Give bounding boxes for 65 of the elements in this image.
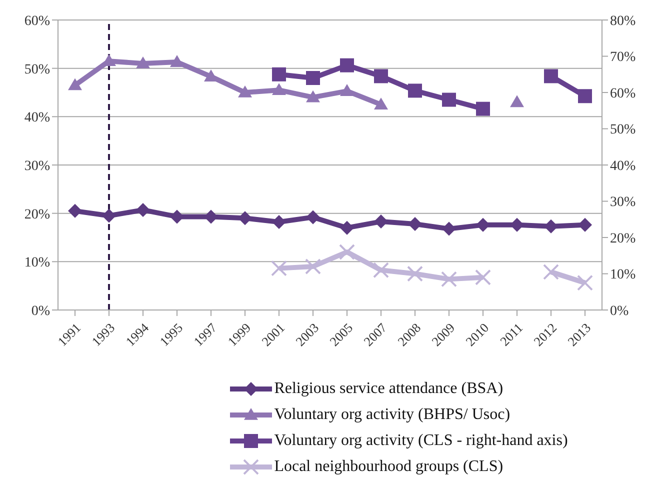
point [475, 269, 491, 286]
point [442, 92, 456, 107]
point [271, 260, 287, 276]
y2-tick-label: 0% [610, 304, 629, 319]
point [306, 210, 320, 224]
point [272, 67, 286, 82]
point [305, 258, 321, 274]
point [340, 84, 354, 96]
point [476, 218, 490, 232]
point [306, 90, 320, 102]
point [578, 218, 592, 232]
point [543, 264, 559, 280]
point [102, 208, 116, 223]
y2-tick-label: 10% [610, 268, 636, 283]
point [510, 218, 524, 232]
y-tick-label: 0% [31, 304, 50, 319]
point [407, 266, 423, 282]
y2-tick-label: 60% [610, 86, 636, 102]
point [68, 78, 82, 90]
point [238, 86, 252, 98]
legend-label: Local neighbourhood groups (CLS) [274, 458, 504, 476]
point [374, 69, 388, 84]
point [340, 58, 354, 72]
legend-label: Voluntary org activity (CLS - right-hand axis) [274, 432, 568, 450]
y-tick-label: 20% [24, 207, 50, 222]
y2-tick-label: 50% [610, 122, 636, 138]
y-tick-label: 10% [24, 256, 50, 271]
point [442, 222, 456, 236]
point [373, 262, 389, 278]
point [544, 219, 558, 234]
point [374, 214, 388, 229]
point [170, 210, 184, 224]
point [306, 71, 320, 85]
point [510, 95, 524, 108]
point [136, 56, 150, 68]
y2-tick-label: 40% [610, 158, 636, 174]
y2-tick-label: 30% [610, 195, 636, 210]
y2-tick-label: 70% [610, 50, 636, 66]
y-tick-label: 40% [24, 110, 50, 126]
point [408, 84, 422, 98]
point [68, 204, 82, 218]
x-tick-label: 1999 [224, 320, 254, 350]
point [170, 55, 184, 67]
point [272, 83, 286, 95]
y2-tick-label: 20% [610, 231, 636, 246]
y-tick-label: 30% [24, 158, 50, 174]
point [441, 271, 457, 288]
point [339, 244, 355, 260]
point [204, 210, 218, 224]
point [374, 98, 388, 110]
point [238, 211, 252, 226]
point [408, 216, 422, 231]
legend-label: Voluntary org activity (BHPS/ Usoc) [274, 406, 510, 424]
legend-label: Religious service attendance (BSA) [274, 380, 504, 398]
point [136, 202, 150, 217]
point [544, 69, 558, 84]
x-tick-label: 1991 [54, 320, 84, 350]
y-tick-label: 50% [24, 62, 50, 78]
point [272, 215, 286, 230]
point [578, 89, 592, 104]
point [476, 102, 490, 116]
point [577, 274, 593, 291]
y2-tick-label: 80% [610, 14, 636, 29]
point [340, 220, 354, 235]
y-tick-label: 60% [24, 14, 50, 29]
